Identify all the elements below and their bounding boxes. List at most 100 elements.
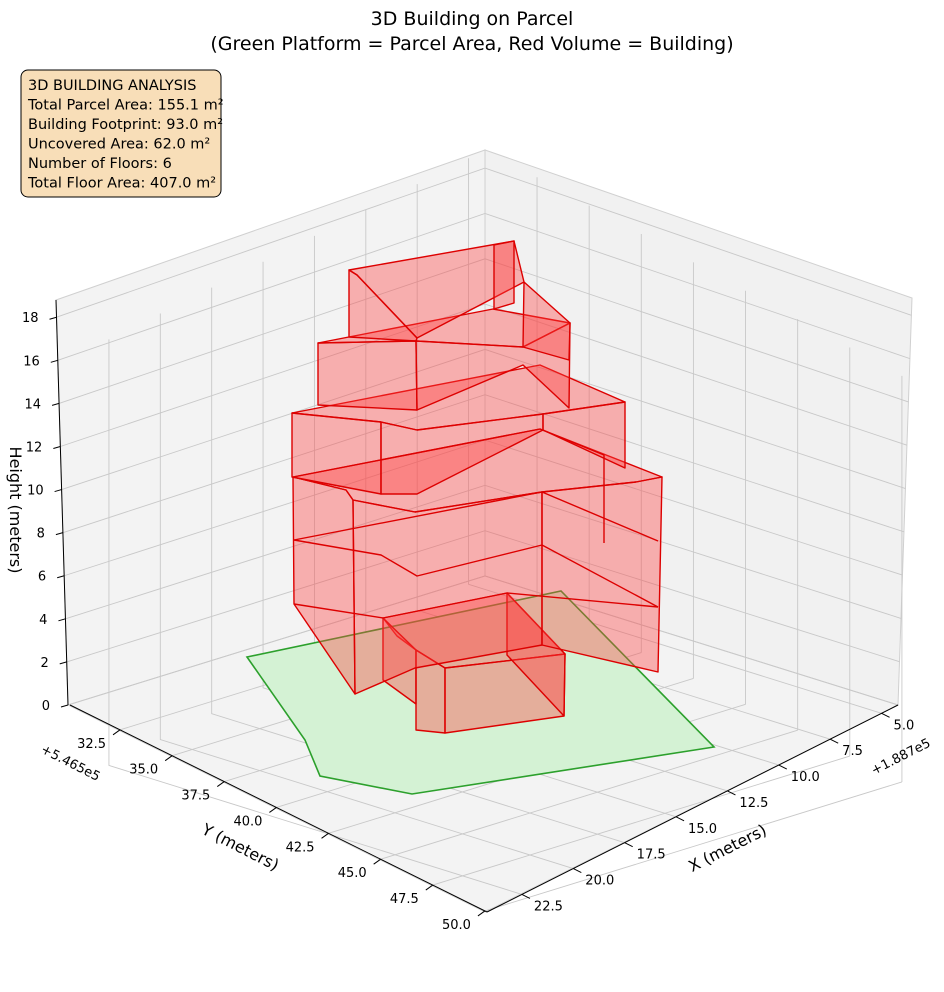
z-gridline — [58, 258, 909, 404]
z-gridline — [62, 394, 905, 534]
building-volume — [291, 240, 663, 734]
x-tick-mark — [573, 868, 582, 873]
z-gridline — [56, 167, 912, 318]
y-tick-label: 35.0 — [129, 763, 158, 778]
x-tick-mark — [727, 790, 736, 796]
y-tick-label: 42.5 — [286, 840, 315, 855]
x-tick-mark — [829, 738, 839, 744]
info-box: 3D BUILDING ANALYSIS Total Parcel Area: 1… — [20, 69, 224, 198]
z-tick-mark — [51, 402, 60, 406]
x-tick-mark — [778, 764, 788, 770]
x-tick-label: 5.0 — [894, 718, 915, 733]
grid — [56, 158, 912, 912]
z-tick-label: 6 — [38, 570, 46, 585]
y-tick-mark — [112, 729, 121, 736]
y-tick-mark — [373, 858, 381, 865]
info-line: Total Parcel Area: 155.1 m² — [27, 98, 224, 114]
building-edge-lines-2 — [293, 592, 659, 619]
z-tick-mark — [58, 618, 66, 622]
y-gridline — [380, 729, 798, 860]
info-line: Building Footprint: 93.0 m² — [28, 117, 223, 133]
building-edge-lines-4 — [292, 428, 605, 543]
z-tick-mark — [60, 704, 69, 708]
z-tick-label: 14 — [25, 397, 42, 412]
z-tick-label: 0 — [42, 699, 50, 714]
x-tick-label: 17.5 — [637, 848, 666, 863]
z-tick-mark — [49, 316, 57, 320]
z-tick-label: 10 — [27, 484, 44, 499]
y-tick-mark — [216, 781, 225, 787]
x-tick-label: 22.5 — [534, 899, 563, 914]
x-axis-line — [486, 704, 899, 913]
info-line: 3D BUILDING ANALYSIS — [28, 78, 196, 94]
y-tick-label: 37.5 — [181, 789, 210, 804]
x-tick-mark — [521, 893, 531, 899]
z-tick-mark — [57, 575, 65, 579]
z-tick-label: 4 — [39, 613, 47, 628]
main-tier-right — [541, 476, 663, 673]
parcel-platform — [245, 590, 716, 795]
y-tick-mark — [321, 832, 329, 839]
y-tick-label: 45.0 — [338, 866, 367, 881]
info-line: Uncovered Area: 62.0 m² — [28, 137, 210, 153]
info-line: Total Floor Area: 407.0 m² — [27, 176, 216, 192]
z-tick-mark — [55, 532, 64, 536]
z-tick-label: 16 — [23, 354, 40, 369]
x-gridline — [416, 184, 831, 740]
y-tick-mark — [164, 755, 173, 762]
x-tick-label: 15.0 — [688, 822, 717, 837]
y-tick-label: 50.0 — [442, 918, 471, 933]
chart-title-line2: (Green Platform = Parcel Area, Red Volum… — [210, 33, 733, 55]
x-gridline — [211, 287, 625, 844]
chart-title-line1: 3D Building on Parcel — [371, 8, 574, 30]
ticks: 0 2 4 6 8 10 12 14 16 18 32.5 35.0 37.5 40.0 42.5 45.0 4… — [22, 311, 914, 933]
x-tick-label: 12.5 — [739, 796, 768, 811]
z-gridline — [67, 575, 899, 706]
y-tick-label: 47.5 — [390, 892, 419, 907]
z-axis-label: Height (meters) — [6, 447, 25, 574]
y-tick-label: 32.5 — [77, 737, 106, 752]
x-gridline — [108, 339, 523, 895]
building-edge-lines — [293, 539, 659, 608]
z-tick-mark — [59, 661, 67, 665]
x-tick-label: 7.5 — [842, 744, 863, 759]
z-tick-label: 12 — [26, 440, 43, 455]
x-gridline — [468, 158, 882, 714]
y-gridline — [432, 755, 850, 886]
y-tick-mark — [477, 910, 486, 917]
z-gridline — [65, 484, 902, 620]
x-gridline — [159, 313, 574, 869]
z-gridline — [57, 212, 911, 361]
z-gridline — [66, 530, 900, 663]
x-tick-label: 20.0 — [585, 874, 614, 889]
x-tick-mark — [624, 842, 633, 848]
top-tier-left — [348, 269, 418, 342]
z-gridline — [61, 348, 906, 491]
y-tick-mark — [269, 807, 277, 813]
y-axis-line — [69, 704, 488, 913]
z-tick-label: 18 — [22, 311, 39, 326]
z-tick-mark — [54, 489, 62, 493]
building-edge-lines-3 — [293, 491, 659, 542]
lower-block-front-a — [415, 649, 446, 734]
upper-tier-left — [317, 340, 418, 411]
y-tick-label: 40.0 — [233, 814, 262, 829]
z-gridline — [60, 303, 908, 447]
top-tier-right — [522, 281, 571, 361]
z-tick-label: 2 — [40, 656, 48, 671]
y-gridline — [484, 781, 903, 912]
z-tick-mark — [53, 446, 61, 449]
y-tick-mark — [425, 884, 434, 891]
z-tick-label: 8 — [37, 527, 45, 542]
x-tick-label: 10.0 — [791, 770, 820, 785]
info-box-lines: 3D BUILDING ANALYSIS Total Parcel Area: 1… — [27, 78, 224, 192]
top-tier-front — [493, 240, 515, 310]
info-box-background — [20, 69, 222, 198]
info-line: Number of Floors: 6 — [28, 156, 172, 172]
x-tick-mark — [675, 816, 685, 822]
z-axis-line — [55, 299, 69, 706]
x-axis-offset: +1.887e5 — [869, 736, 933, 779]
x-tick-mark — [881, 712, 890, 718]
z-tick-mark — [50, 359, 58, 363]
